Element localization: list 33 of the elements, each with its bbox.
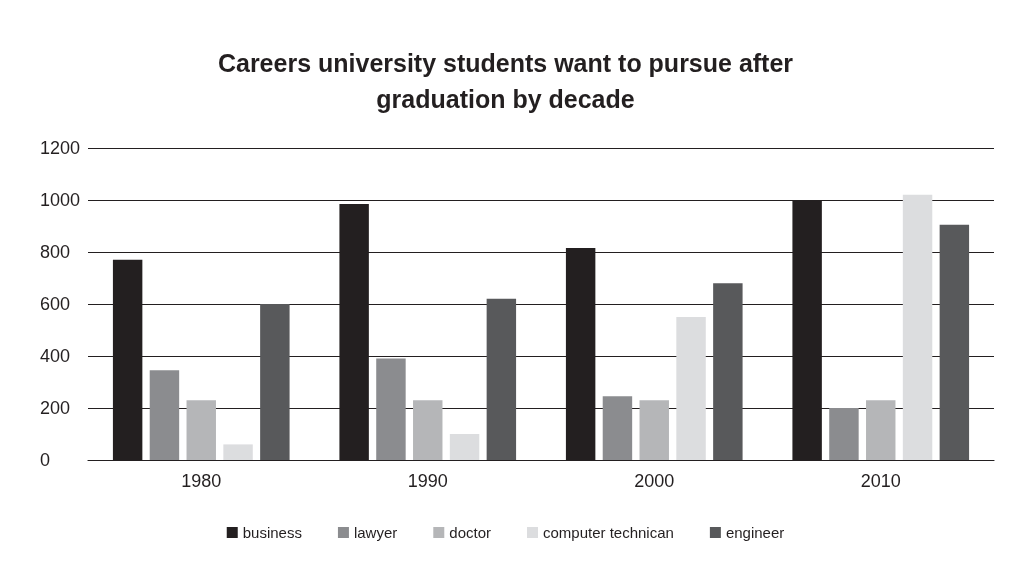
y-tick-label: 800 — [40, 242, 71, 262]
x-tick-label: 2010 — [860, 471, 901, 491]
bar — [676, 317, 706, 460]
bar — [186, 400, 216, 460]
bar — [376, 358, 406, 460]
y-tick-label: 1200 — [40, 138, 81, 158]
y-tick-label: 600 — [40, 294, 71, 314]
bar — [829, 408, 859, 460]
legend-label: computer technican — [542, 524, 674, 541]
chart-title: Careers university students want to pursue after graduation by decade — [217, 49, 794, 113]
bar — [639, 400, 669, 460]
x-tick-label: 1980 — [181, 471, 222, 491]
y-tick-label: 200 — [40, 398, 71, 418]
legend-label: engineer — [725, 524, 785, 541]
legend-label: doctor — [449, 524, 491, 541]
bar — [713, 283, 743, 460]
bar — [449, 434, 480, 460]
bar — [902, 194, 933, 460]
x-tick-label: 1990 — [407, 471, 448, 491]
legend-label: lawyer — [353, 524, 398, 541]
bar — [149, 370, 180, 460]
y-tick-label: 0 — [40, 450, 51, 470]
bar — [866, 400, 896, 460]
legend-label: business — [242, 524, 302, 541]
y-tick-label: 1000 — [40, 190, 81, 210]
bar — [939, 224, 970, 460]
x-tick-label: 2000 — [634, 471, 675, 491]
bar — [602, 396, 633, 460]
bar — [413, 400, 443, 460]
y-tick-label: 400 — [40, 346, 71, 366]
bar — [223, 444, 253, 460]
bar — [260, 304, 290, 460]
bar — [486, 298, 517, 460]
